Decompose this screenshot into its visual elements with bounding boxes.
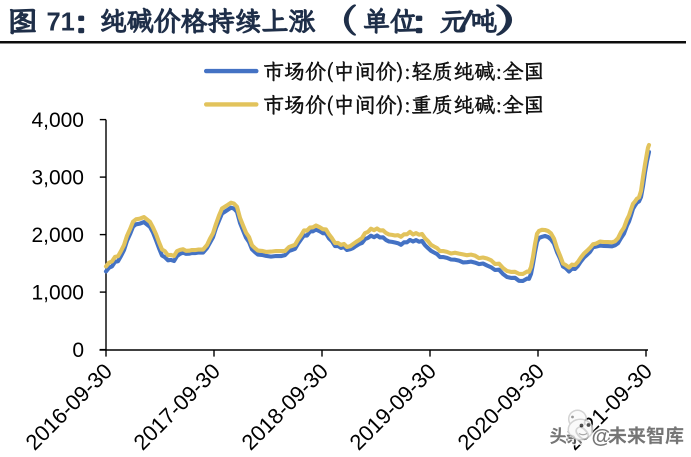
svg-text:3,000: 3,000	[31, 166, 84, 189]
svg-text:1,000: 1,000	[31, 281, 84, 304]
svg-text:@: @	[592, 425, 612, 448]
svg-text:0: 0	[72, 339, 84, 362]
svg-text:71: 71	[47, 9, 75, 37]
svg-text:4,000: 4,000	[31, 109, 84, 132]
svg-text:2,000: 2,000	[31, 224, 84, 247]
